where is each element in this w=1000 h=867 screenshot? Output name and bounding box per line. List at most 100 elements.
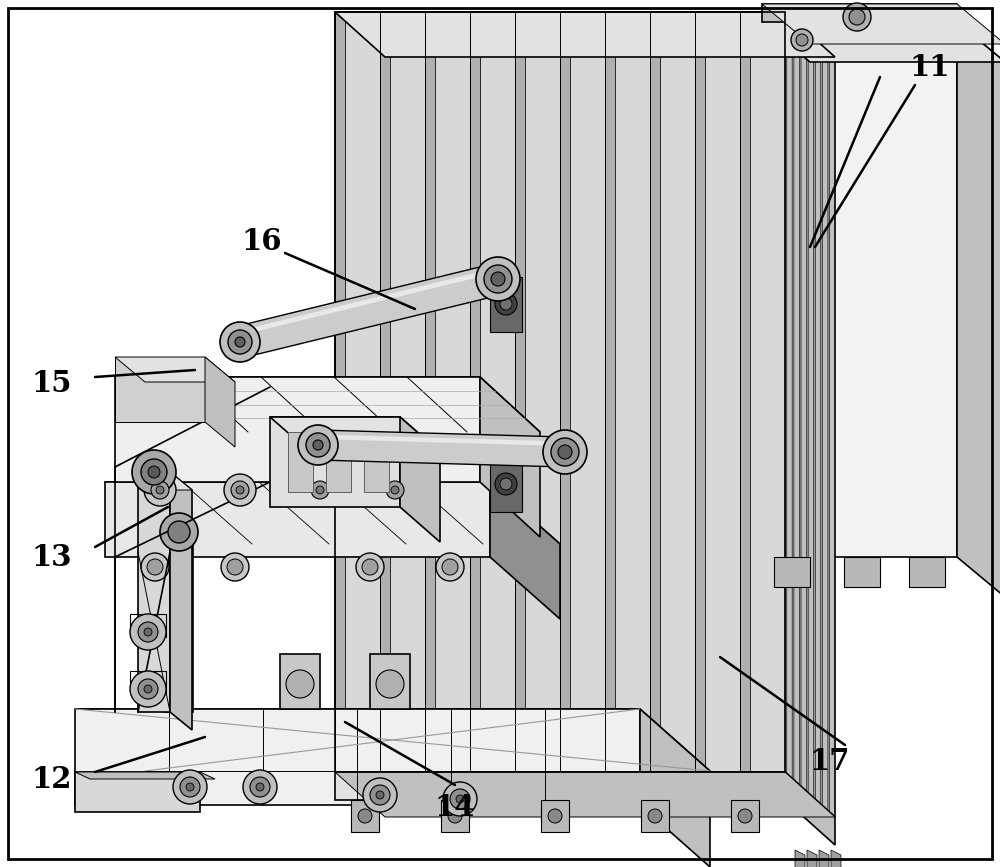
- Circle shape: [442, 559, 458, 575]
- Circle shape: [231, 481, 249, 499]
- Polygon shape: [490, 482, 560, 619]
- Circle shape: [130, 671, 166, 707]
- Circle shape: [144, 474, 176, 506]
- Polygon shape: [75, 709, 640, 805]
- Polygon shape: [105, 482, 560, 544]
- Circle shape: [796, 34, 808, 46]
- Polygon shape: [280, 654, 320, 709]
- Polygon shape: [541, 800, 569, 832]
- Polygon shape: [115, 377, 480, 482]
- Circle shape: [304, 474, 336, 506]
- Circle shape: [356, 553, 384, 581]
- Polygon shape: [570, 12, 605, 772]
- Polygon shape: [138, 472, 192, 490]
- Circle shape: [220, 322, 260, 362]
- Polygon shape: [560, 12, 570, 772]
- Polygon shape: [115, 357, 235, 382]
- Text: 11: 11: [910, 53, 950, 81]
- Polygon shape: [138, 472, 170, 712]
- Polygon shape: [326, 432, 351, 492]
- Polygon shape: [351, 800, 379, 832]
- Circle shape: [311, 481, 329, 499]
- Circle shape: [168, 521, 190, 543]
- Polygon shape: [318, 430, 565, 467]
- Polygon shape: [660, 12, 695, 772]
- Polygon shape: [762, 22, 1000, 62]
- Polygon shape: [400, 417, 440, 542]
- Circle shape: [489, 271, 507, 288]
- Circle shape: [224, 326, 256, 358]
- Circle shape: [495, 293, 517, 315]
- Circle shape: [180, 777, 200, 797]
- Polygon shape: [335, 12, 345, 772]
- Circle shape: [491, 272, 505, 286]
- Polygon shape: [695, 12, 705, 772]
- Polygon shape: [236, 264, 502, 357]
- Polygon shape: [785, 12, 787, 773]
- Circle shape: [224, 474, 256, 506]
- Circle shape: [256, 783, 264, 791]
- Polygon shape: [435, 12, 470, 772]
- Circle shape: [456, 795, 464, 803]
- Polygon shape: [831, 850, 841, 867]
- Polygon shape: [364, 432, 389, 492]
- Polygon shape: [335, 12, 785, 772]
- Circle shape: [648, 809, 662, 823]
- Circle shape: [138, 622, 158, 642]
- Circle shape: [250, 777, 270, 797]
- Circle shape: [557, 444, 573, 460]
- Circle shape: [141, 459, 167, 485]
- Circle shape: [138, 679, 158, 699]
- Circle shape: [484, 265, 512, 293]
- Polygon shape: [615, 12, 650, 772]
- Circle shape: [370, 785, 390, 805]
- Polygon shape: [731, 800, 759, 832]
- Circle shape: [450, 789, 470, 809]
- Polygon shape: [75, 709, 710, 771]
- Polygon shape: [762, 4, 957, 22]
- Polygon shape: [75, 772, 215, 779]
- Circle shape: [362, 559, 378, 575]
- Circle shape: [141, 553, 169, 581]
- Circle shape: [443, 782, 477, 816]
- Circle shape: [482, 263, 514, 295]
- Circle shape: [160, 513, 198, 551]
- Polygon shape: [318, 434, 565, 446]
- Polygon shape: [640, 709, 710, 867]
- Circle shape: [147, 559, 163, 575]
- Polygon shape: [115, 377, 540, 432]
- Polygon shape: [115, 357, 205, 422]
- Circle shape: [173, 770, 207, 804]
- Circle shape: [310, 437, 326, 453]
- Polygon shape: [821, 44, 822, 805]
- Polygon shape: [390, 12, 425, 772]
- Circle shape: [156, 486, 164, 494]
- Circle shape: [551, 438, 579, 466]
- Polygon shape: [270, 417, 400, 507]
- Circle shape: [144, 685, 152, 693]
- Polygon shape: [650, 12, 660, 772]
- Polygon shape: [105, 482, 490, 557]
- Text: 17: 17: [810, 747, 850, 777]
- Circle shape: [313, 440, 323, 450]
- Circle shape: [548, 809, 562, 823]
- Polygon shape: [335, 12, 835, 57]
- Circle shape: [849, 9, 865, 25]
- Polygon shape: [795, 850, 805, 867]
- Text: 14: 14: [435, 792, 475, 822]
- Polygon shape: [844, 557, 880, 587]
- Circle shape: [316, 486, 324, 494]
- Circle shape: [436, 553, 464, 581]
- Circle shape: [306, 433, 330, 457]
- Polygon shape: [828, 50, 830, 812]
- Polygon shape: [380, 12, 390, 772]
- Polygon shape: [792, 18, 794, 780]
- Text: 12: 12: [32, 765, 72, 793]
- Polygon shape: [425, 12, 435, 772]
- Circle shape: [236, 486, 244, 494]
- Polygon shape: [165, 537, 193, 712]
- Polygon shape: [335, 772, 785, 800]
- Polygon shape: [270, 417, 440, 452]
- Circle shape: [148, 466, 160, 478]
- Text: 16: 16: [242, 227, 282, 257]
